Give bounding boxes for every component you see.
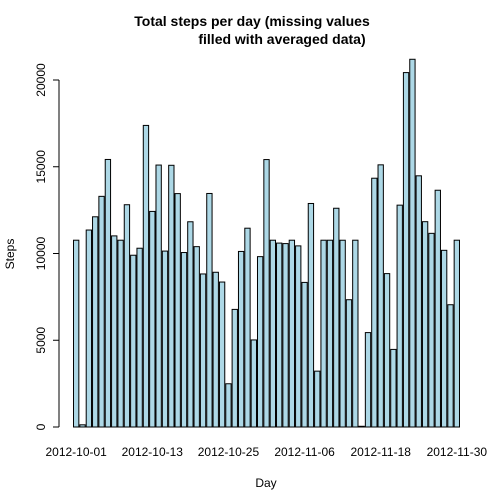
x-tick-label: 2012-11-30 (427, 445, 488, 459)
chart-title-line-2: filled with averaged data) (198, 31, 365, 47)
bar-2012-11-12 (339, 239, 346, 428)
bar-2012-10-31 (263, 159, 270, 428)
bar-2012-10-19 (187, 221, 194, 428)
x-tick-label: 2012-10-13 (122, 445, 184, 459)
bar-2012-10-02 (79, 424, 86, 428)
bar-2012-10-16 (168, 164, 175, 428)
bar-2012-10-06 (104, 158, 112, 428)
bar-2012-10-20 (193, 246, 200, 428)
bar-2012-10-08 (117, 239, 124, 428)
bar-2012-11-05 (295, 245, 302, 428)
bar-2012-10-24 (218, 281, 226, 428)
bar-2012-10-22 (206, 192, 213, 428)
bar-2012-11-26 (428, 232, 435, 428)
bar-2012-11-19 (383, 273, 391, 428)
bar-2012-11-06 (301, 281, 308, 428)
bar-2012-10-10 (130, 254, 137, 428)
bar-2012-10-07 (111, 235, 118, 428)
x-tick-label: 2012-11-18 (350, 445, 411, 459)
bar-2012-10-14 (155, 164, 162, 428)
bar-2012-10-04 (92, 216, 99, 428)
bar-2012-10-15 (161, 250, 169, 428)
y-tick-label: 15000 (34, 150, 48, 184)
bar-2012-10-25 (225, 383, 232, 428)
bar-2012-10-05 (98, 195, 105, 428)
x-axis-ticks: 2012-10-01 2012-10-13 2012-10-25 2012-11-06… (45, 445, 487, 459)
bar-2012-11-10 (326, 239, 334, 428)
bar-2012-10-09 (123, 204, 131, 428)
bar-2012-11-24 (415, 175, 422, 428)
bar-2012-10-30 (256, 256, 264, 428)
y-axis-ticks: 0 5000 10000 15000 20000 (34, 63, 59, 430)
bar-2012-10-01 (73, 239, 80, 428)
bar-2012-11-15 (358, 425, 365, 428)
bar-2012-11-22 (402, 72, 410, 428)
bar-2012-10-13 (149, 210, 156, 428)
bar-2012-10-18 (180, 252, 188, 428)
bar-2012-11-23 (409, 58, 416, 428)
bar-2012-11-17 (371, 177, 378, 428)
y-tick-label: 20000 (34, 63, 48, 97)
bar-2012-10-11 (136, 247, 143, 428)
bar-2012-10-29 (250, 339, 257, 428)
bar-2012-11-27 (434, 189, 441, 428)
chart-title: Total steps per day (missing values (134, 13, 370, 29)
bar-2012-10-27 (237, 250, 245, 428)
bar-2012-11-09 (320, 239, 327, 428)
bar-2012-10-12 (142, 124, 150, 428)
x-tick-label: 2012-10-25 (198, 445, 260, 459)
bar-2012-11-28 (440, 249, 448, 428)
bar-2012-11-03 (282, 243, 289, 428)
bar-2012-10-21 (199, 273, 207, 428)
bar-2012-11-16 (364, 332, 372, 428)
y-tick-label: 5000 (34, 327, 48, 354)
bar-2012-10-26 (231, 308, 238, 428)
bar-2012-11-14 (352, 239, 359, 428)
bar-2012-11-08 (314, 370, 321, 428)
bar-2012-10-28 (244, 227, 251, 428)
bar-2012-10-03 (85, 229, 93, 428)
bar-2012-10-23 (212, 271, 219, 428)
bar-2012-11-04 (288, 239, 296, 428)
bar-2012-11-13 (345, 299, 353, 428)
x-axis-label: Day (255, 476, 276, 490)
bar-2012-11-25 (421, 221, 429, 428)
bars (73, 58, 460, 428)
bar-2012-11-18 (377, 164, 384, 428)
bar-2012-11-07 (307, 202, 315, 428)
bar-2012-11-20 (390, 348, 397, 428)
bar-2012-11-01 (269, 239, 277, 428)
y-tick-label: 0 (34, 423, 48, 430)
bar-2012-10-17 (174, 193, 181, 428)
bar-2012-11-29 (447, 304, 454, 428)
y-axis-label: Steps (3, 239, 17, 270)
y-tick-label: 10000 (34, 236, 48, 270)
bar-2012-11-11 (333, 207, 340, 428)
x-tick-label: 2012-11-06 (274, 445, 335, 459)
bar-2012-11-30 (453, 239, 460, 428)
bar-2012-11-21 (396, 204, 403, 428)
x-tick-label: 2012-10-01 (45, 445, 107, 459)
bar-2012-11-02 (276, 242, 283, 428)
